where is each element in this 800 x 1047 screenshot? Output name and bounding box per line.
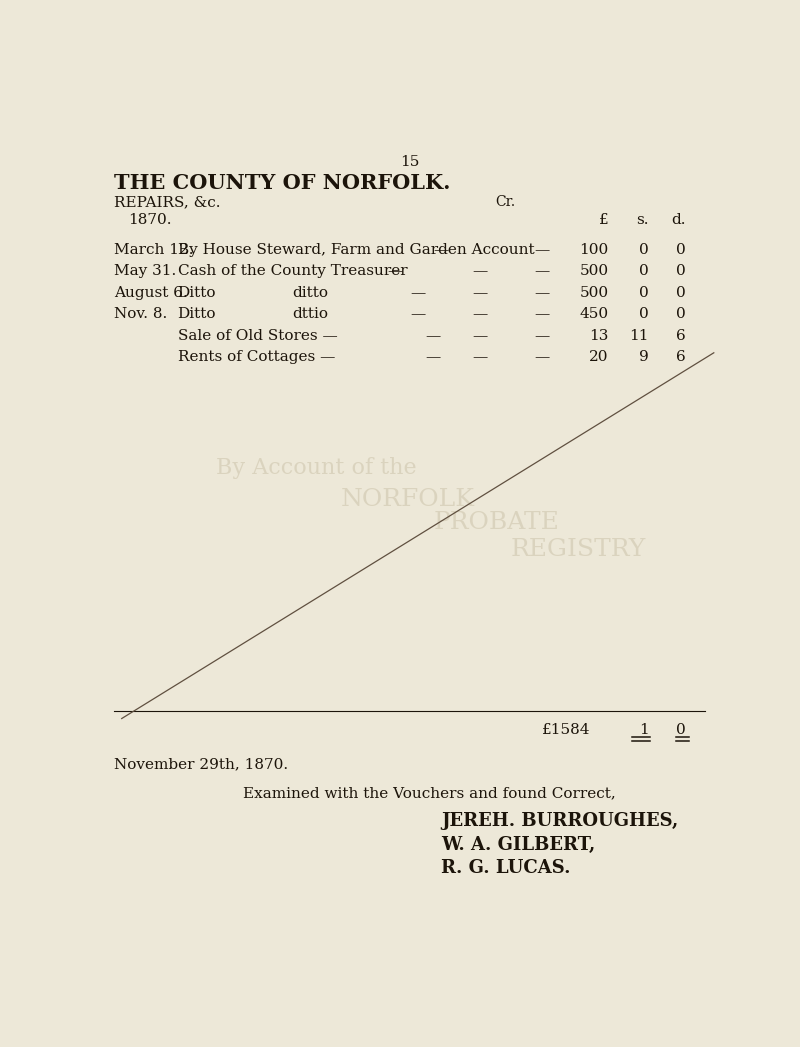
Text: 450: 450	[579, 308, 609, 321]
Text: —: —	[410, 308, 426, 321]
Text: REGISTRY: REGISTRY	[510, 537, 646, 560]
Text: August 6.: August 6.	[114, 286, 188, 299]
Text: REPAIRS, &c.: REPAIRS, &c.	[114, 195, 221, 209]
Text: November 29th, 1870.: November 29th, 1870.	[114, 757, 288, 771]
Text: £1584: £1584	[542, 723, 590, 737]
Text: Ditto: Ditto	[178, 308, 216, 321]
Text: 500: 500	[579, 264, 609, 279]
Text: Sale of Old Stores —: Sale of Old Stores —	[178, 329, 338, 343]
Text: Nov. 8.: Nov. 8.	[114, 308, 167, 321]
Text: 0: 0	[676, 264, 686, 279]
Text: 0: 0	[676, 308, 686, 321]
Text: 0: 0	[676, 723, 686, 737]
Text: NORFOLK: NORFOLK	[340, 488, 474, 511]
Text: 9: 9	[639, 351, 649, 364]
Text: 100: 100	[579, 243, 609, 257]
Text: 20: 20	[589, 351, 609, 364]
Text: 13: 13	[589, 329, 609, 343]
Text: May 31.: May 31.	[114, 264, 176, 279]
Text: 0: 0	[676, 286, 686, 299]
Text: —: —	[426, 351, 441, 364]
Text: By House Steward, Farm and Garden Account: By House Steward, Farm and Garden Accoun…	[178, 243, 534, 257]
Text: 1: 1	[639, 723, 649, 737]
Text: PROBATE: PROBATE	[434, 511, 559, 534]
Text: d.: d.	[671, 214, 686, 227]
Text: —: —	[534, 264, 550, 279]
Text: —: —	[534, 308, 550, 321]
Text: —: —	[472, 308, 487, 321]
Text: dttio: dttio	[292, 308, 328, 321]
Text: 0: 0	[676, 243, 686, 257]
Text: Cash of the County Treasurer: Cash of the County Treasurer	[178, 264, 407, 279]
Text: 500: 500	[579, 286, 609, 299]
Text: —: —	[472, 329, 487, 343]
Text: —: —	[534, 243, 550, 257]
Text: Examined with the Vouchers and found Correct,: Examined with the Vouchers and found Cor…	[243, 786, 616, 800]
Text: Rents of Cottages —: Rents of Cottages —	[178, 351, 335, 364]
Text: 11: 11	[630, 329, 649, 343]
Text: —: —	[387, 264, 402, 279]
Text: 6: 6	[676, 329, 686, 343]
Text: W. A. GILBERT,: W. A. GILBERT,	[441, 836, 595, 853]
Text: 0: 0	[639, 286, 649, 299]
Text: —: —	[472, 286, 487, 299]
Text: By Account of the: By Account of the	[216, 456, 417, 478]
Text: —: —	[472, 351, 487, 364]
Text: s.: s.	[636, 214, 649, 227]
Text: —: —	[534, 351, 550, 364]
Text: R. G. LUCAS.: R. G. LUCAS.	[441, 859, 570, 876]
Text: 15: 15	[400, 155, 420, 169]
Text: —: —	[534, 329, 550, 343]
Text: JEREH. BURROUGHES,: JEREH. BURROUGHES,	[441, 812, 678, 830]
Text: March 12.: March 12.	[114, 243, 194, 257]
Text: Cr.: Cr.	[495, 195, 515, 209]
Text: —: —	[534, 286, 550, 299]
Text: £: £	[598, 214, 609, 227]
Text: —: —	[434, 243, 449, 257]
Text: 0: 0	[639, 243, 649, 257]
Text: —: —	[472, 264, 487, 279]
Text: ditto: ditto	[292, 286, 328, 299]
Text: —: —	[426, 329, 441, 343]
Text: 0: 0	[639, 264, 649, 279]
Text: —: —	[410, 286, 426, 299]
Text: THE COUNTY OF NORFOLK.: THE COUNTY OF NORFOLK.	[114, 174, 450, 194]
Text: 1870.: 1870.	[128, 214, 171, 227]
Text: Ditto: Ditto	[178, 286, 216, 299]
Text: 6: 6	[676, 351, 686, 364]
Text: 0: 0	[639, 308, 649, 321]
